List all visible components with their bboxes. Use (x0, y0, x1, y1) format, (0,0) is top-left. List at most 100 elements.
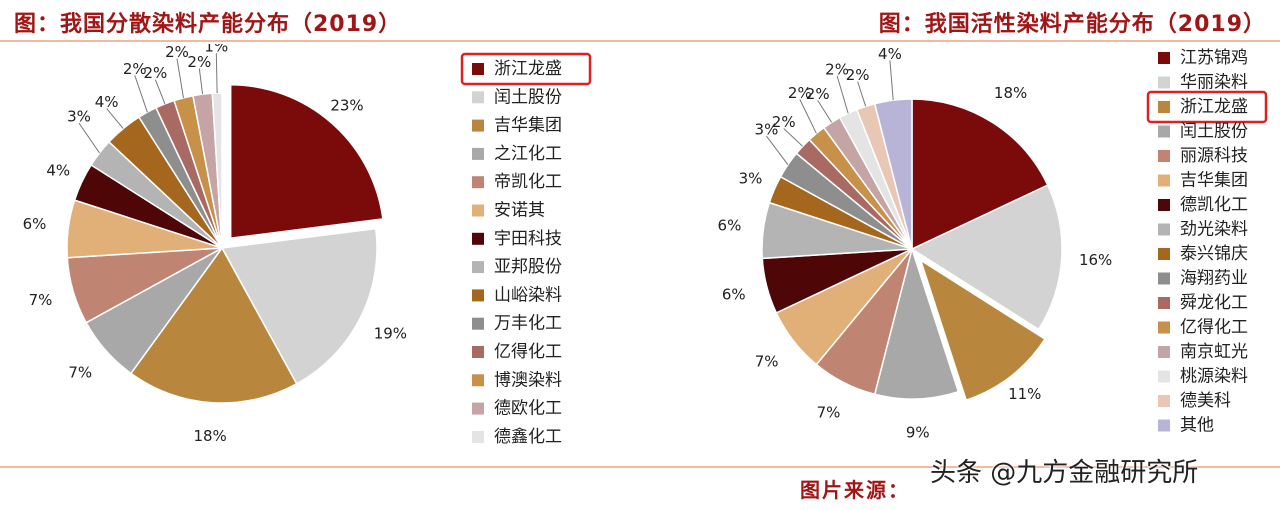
legend-swatch (472, 119, 484, 132)
data-label: 18% (193, 427, 226, 445)
legend-swatch (472, 63, 484, 75)
legend-label: 海翔药业 (1180, 269, 1248, 289)
legend-swatch (472, 402, 484, 415)
chart-title-reactive: 图：我国活性染料产能分布（2019） (878, 12, 1266, 37)
pie-slice (228, 82, 386, 241)
legend-swatch (472, 204, 484, 217)
legend-swatch (1158, 223, 1170, 236)
pie-chart-disperse: 23%19%18%7%7%6%4%3%4%2%2%2%2%1%浙江龙盛闰土股份吉… (23, 44, 592, 447)
legend-label: 桃源染料 (1180, 367, 1248, 387)
pie-slice (873, 98, 913, 250)
data-label: 2% (846, 66, 870, 84)
data-label: 2% (806, 85, 830, 103)
legend-label: 浙江龙盛 (494, 59, 562, 79)
leader-line (799, 99, 817, 134)
data-label: 4% (878, 45, 902, 63)
data-label: 2% (825, 60, 849, 78)
legend-swatch (472, 176, 484, 189)
data-label: 3% (755, 121, 779, 139)
legend-label: 亿得化工 (1180, 318, 1248, 338)
legend-swatch (472, 289, 484, 302)
legend-swatch (472, 261, 484, 274)
leader-line (154, 79, 166, 105)
pie-slice (129, 246, 298, 404)
data-label: 2% (143, 64, 167, 82)
bottom-rule (0, 466, 1280, 468)
data-label: 23% (330, 97, 363, 115)
legend-label: 华丽染料 (1180, 73, 1248, 93)
leader-line (817, 100, 833, 123)
legend-swatch (472, 374, 484, 387)
data-label: 11% (1008, 385, 1041, 403)
pie-slice (220, 227, 378, 385)
pie-slice (911, 98, 1049, 251)
legend-label: 江苏锦鸡 (1180, 48, 1248, 68)
legend-label: 亿得化工 (494, 342, 562, 362)
data-label: 4% (95, 93, 119, 111)
legend-label: 万丰化工 (494, 314, 562, 334)
legend-swatch (1158, 174, 1170, 187)
legend-label: 吉华集团 (494, 116, 562, 136)
data-label: 16% (1079, 251, 1112, 269)
pie-chart-reactive: 18%16%11%9%7%7%6%6%3%3%2%2%2%2%2%4% 江苏锦鸡华… (718, 45, 1268, 441)
data-label: 2% (772, 113, 796, 131)
legend-swatch (1158, 272, 1170, 285)
pie-slice (211, 92, 223, 249)
legend-label: 泰兴锦庆 (1180, 244, 1248, 264)
legend-label: 闰土股份 (1180, 122, 1248, 142)
leader-line (106, 108, 124, 129)
leader-line (783, 128, 803, 147)
pie-slice (873, 246, 960, 400)
legend-label: 劲光染料 (1180, 220, 1248, 240)
legend-swatch (1158, 52, 1170, 64)
leader-line (836, 75, 849, 114)
legend-swatch (472, 232, 484, 245)
leader-line (215, 53, 218, 94)
legend-swatch (1158, 297, 1170, 309)
legend-label: 德凯化工 (1180, 195, 1248, 215)
legend-label: 安诺其 (494, 201, 545, 221)
data-label: 6% (722, 285, 746, 303)
legend-swatch (1158, 101, 1170, 113)
watermark: 头条 @九方金融研究所 (930, 458, 1199, 488)
legend-label: 德美科 (1180, 391, 1231, 411)
data-label: 6% (23, 215, 47, 233)
data-label: 9% (906, 423, 930, 441)
legend-swatch (1158, 150, 1170, 162)
data-label: 2% (165, 44, 189, 61)
data-label: 4% (46, 161, 70, 179)
legend-swatch (472, 147, 484, 160)
pie-slice (916, 254, 1049, 404)
data-label: 7% (755, 352, 779, 370)
legend-swatch (472, 430, 484, 443)
legend-label: 德欧化工 (494, 399, 562, 419)
data-label: 19% (374, 324, 407, 342)
data-label: 2% (187, 53, 211, 71)
leader-line (78, 122, 100, 154)
pie-slice (910, 184, 1063, 331)
highlight-box (460, 52, 592, 86)
legend-label: 山峪染料 (494, 285, 562, 305)
legend-swatch (1158, 321, 1170, 334)
legend-swatch (1158, 125, 1170, 138)
legend-swatch (1158, 199, 1170, 211)
legend-label: 之江化工 (494, 144, 562, 164)
data-label: 6% (718, 216, 742, 234)
data-label: 7% (29, 291, 53, 309)
leader-line (766, 135, 789, 165)
top-rule (0, 40, 1280, 42)
legend-swatch (1158, 395, 1170, 407)
legend-label: 帝凯化工 (494, 172, 562, 192)
legend-label: 其他 (1180, 416, 1214, 436)
leader-line (176, 58, 184, 98)
legend-label: 宇田科技 (494, 229, 562, 249)
legend-swatch (1158, 346, 1170, 358)
leader-line (134, 75, 148, 113)
leader-line (889, 60, 894, 101)
data-label: 3% (739, 170, 763, 188)
legend-label: 丽源科技 (1180, 146, 1248, 166)
legend-label: 浙江龙盛 (1180, 97, 1248, 117)
chart-title-disperse: 图：我国分散染料产能分布（2019） (14, 12, 402, 37)
legend-label: 吉华集团 (1180, 171, 1248, 191)
legend-label: 舜龙化工 (1180, 293, 1248, 313)
